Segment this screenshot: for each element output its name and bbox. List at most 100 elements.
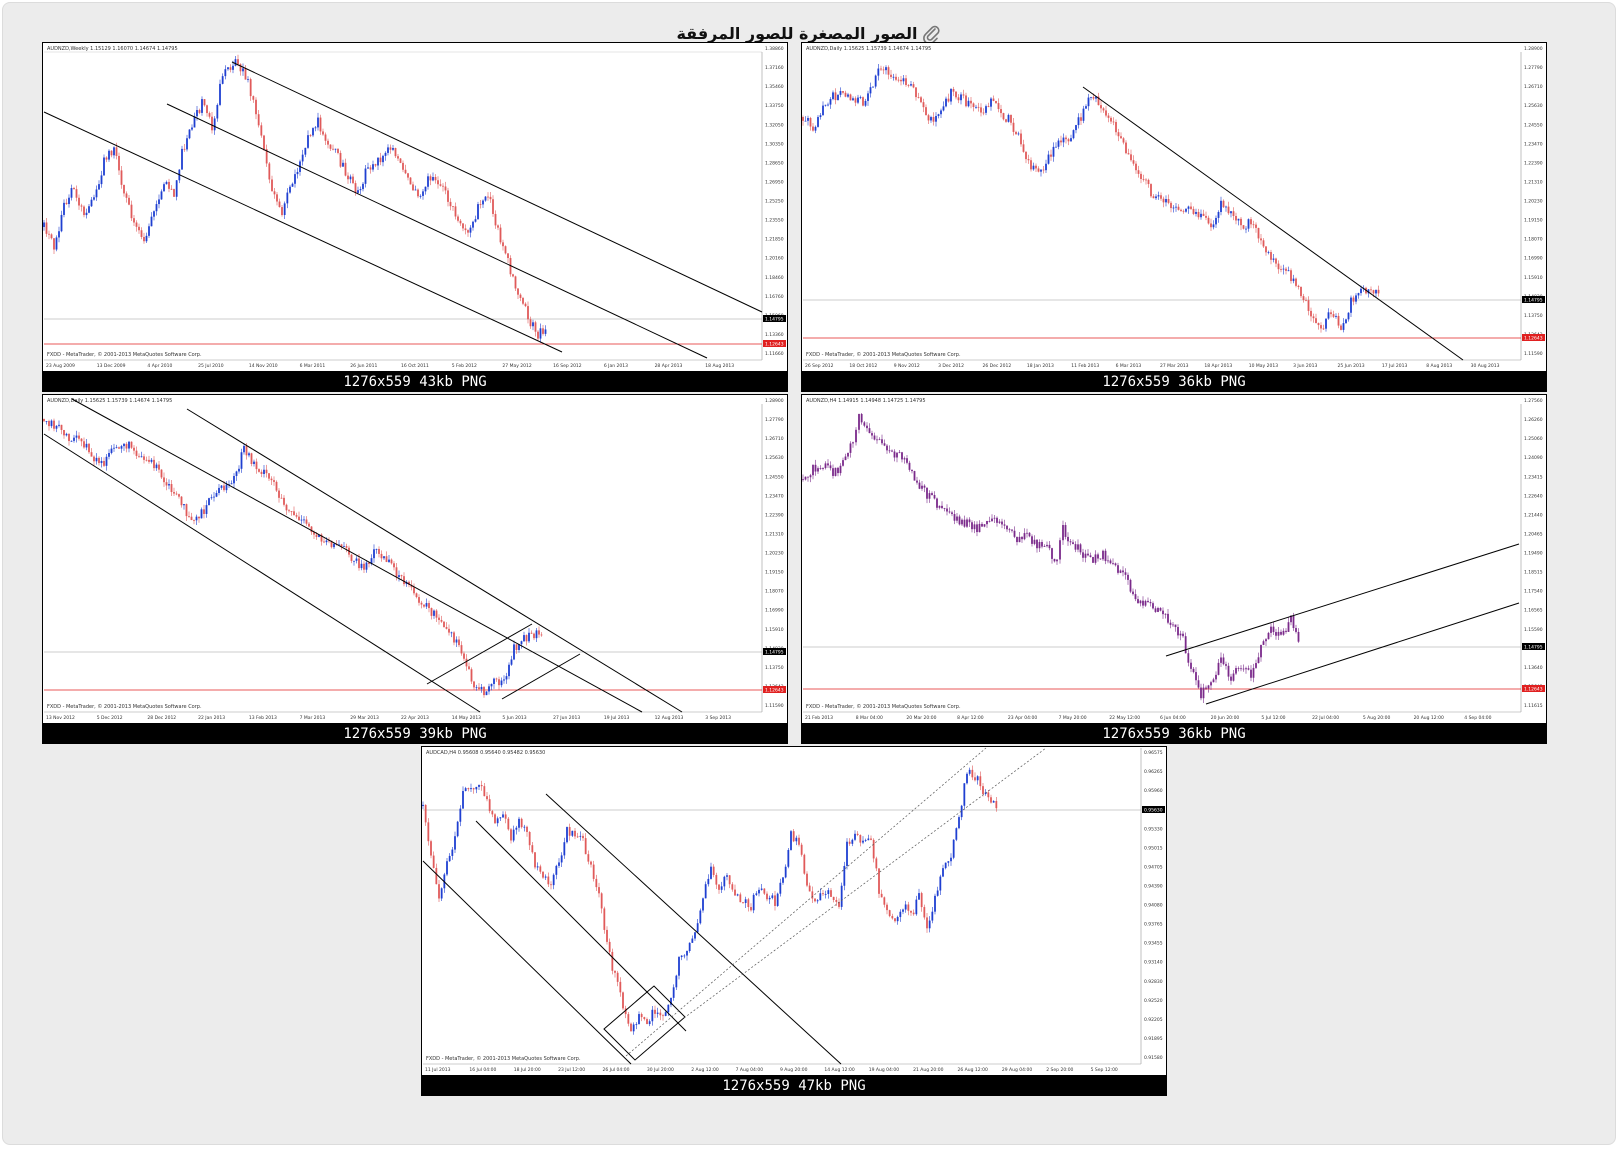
attachment-thumbnail-5[interactable]: AUDCAD,H4 0.95608 0.95640 0.95482 0.9563…	[421, 746, 1167, 1096]
x-axis-tick-label: 16 Sep 2012	[553, 363, 582, 369]
candle-body	[487, 196, 489, 198]
candle-body	[1285, 268, 1287, 271]
candle-body	[409, 177, 412, 185]
candle-body	[795, 837, 798, 842]
attachment-thumbnail-3[interactable]: AUDNZD,Daily 1.15625 1.15739 1.14674 1.1…	[42, 394, 788, 744]
candle-body	[148, 226, 150, 236]
candle-body	[90, 452, 93, 457]
candle-body	[1372, 290, 1375, 294]
candle-body	[952, 839, 955, 858]
candle-body	[963, 519, 966, 527]
y-axis-tick-label: 1.23550	[765, 218, 784, 224]
candle-body	[283, 203, 286, 216]
candle-body	[1107, 560, 1109, 562]
attachment-thumbnail-2[interactable]: AUDNZD,Daily 1.15625 1.15739 1.14674 1.1…	[801, 42, 1547, 392]
candle-body	[439, 184, 442, 186]
candle-body	[438, 884, 440, 899]
attachment-thumbnail-4[interactable]: AUDNZD,H4 1.14915 1.14948 1.14725 1.1479…	[801, 394, 1547, 744]
candle-body	[943, 508, 946, 509]
candle-body	[312, 128, 314, 136]
candle-body	[205, 505, 208, 514]
candle-body	[50, 420, 53, 427]
candle-body	[1177, 206, 1180, 210]
attachment-thumbnail-1[interactable]: AUDNZD,Weekly 1.15129 1.16070 1.14674 1.…	[42, 42, 788, 392]
candle-body	[1092, 557, 1094, 563]
candle-body	[1056, 559, 1058, 562]
candle-body	[383, 556, 385, 559]
candle-body	[1077, 544, 1079, 550]
candle-body	[213, 496, 215, 498]
y-axis-tick-label: 1.20465	[1524, 531, 1543, 537]
candle-body	[1280, 269, 1282, 271]
candle-body	[334, 148, 337, 150]
candle-body	[950, 857, 952, 862]
candle-body	[1160, 195, 1162, 199]
candle-body	[876, 439, 878, 441]
candle-body	[201, 99, 203, 113]
candle-body	[878, 439, 881, 441]
candle-body	[218, 487, 220, 494]
candle-body	[1217, 212, 1220, 218]
candle-body	[158, 199, 160, 205]
x-axis-tick-label: 12 Aug 2013	[655, 715, 684, 721]
candle-body	[614, 970, 616, 973]
candle-body	[180, 496, 183, 506]
candle-body	[145, 235, 148, 242]
candle-body	[962, 94, 965, 96]
candle-body	[1016, 536, 1018, 543]
candle-body	[183, 504, 185, 506]
x-axis-tick-label: 6 Mar 2011	[300, 363, 326, 369]
candle-body	[298, 516, 300, 521]
candle-body	[1025, 151, 1027, 160]
candle-body	[502, 242, 504, 247]
candle-body	[373, 549, 375, 559]
candle-body	[1265, 246, 1267, 253]
candle-body	[1159, 607, 1162, 611]
candle-body	[910, 84, 912, 86]
candle-body	[387, 147, 389, 153]
x-axis-tick-label: 22 Jul 04:00	[1312, 715, 1339, 721]
candle-body	[1250, 669, 1252, 678]
candle-body	[515, 827, 518, 830]
candle-body	[1237, 218, 1240, 221]
candle-body	[946, 508, 948, 512]
candle-body	[571, 830, 574, 836]
attachments-title: الصور المصغرة للصور المرفقة	[676, 24, 918, 43]
candle-body	[480, 785, 483, 787]
y-axis-tick-label: 0.91895	[1144, 1036, 1163, 1042]
candle-body	[787, 849, 790, 867]
candle-body	[1292, 615, 1295, 629]
candle-body	[50, 234, 53, 239]
candle-body	[537, 331, 539, 339]
candle-body	[891, 916, 894, 919]
y-axis-tick-label: 1.27790	[765, 417, 784, 423]
x-axis-tick-label: 18 Apr 2013	[1204, 363, 1232, 369]
x-axis-tick-label: 8 Mar 04:00	[856, 715, 883, 721]
candle-body	[327, 140, 329, 145]
candle-body	[178, 494, 180, 497]
candle-body	[538, 630, 540, 635]
candle-body	[847, 94, 849, 97]
candle-body	[579, 835, 582, 837]
candle-body	[603, 908, 606, 930]
candle-body	[263, 469, 265, 474]
candle-body	[983, 524, 986, 527]
y-axis-tick-label: 1.15590	[1524, 627, 1543, 633]
x-axis-tick-label: 27 Mar 2013	[1160, 363, 1189, 369]
candle-body	[1112, 121, 1115, 123]
candle-body	[1230, 676, 1232, 681]
candle-body	[1357, 293, 1360, 296]
candle-body	[395, 567, 398, 577]
candle-body	[238, 468, 240, 472]
candle-body	[211, 116, 213, 131]
y-axis-tick-label: 1.24550	[1524, 122, 1543, 128]
candle-body	[313, 532, 315, 535]
candle-body	[130, 441, 133, 448]
candle-body	[971, 769, 974, 778]
candle-body	[723, 876, 726, 887]
candle-body	[325, 540, 328, 543]
candle-body	[415, 593, 418, 598]
candle-body	[252, 96, 255, 100]
candle-body	[250, 453, 253, 465]
candle-body	[882, 69, 885, 71]
